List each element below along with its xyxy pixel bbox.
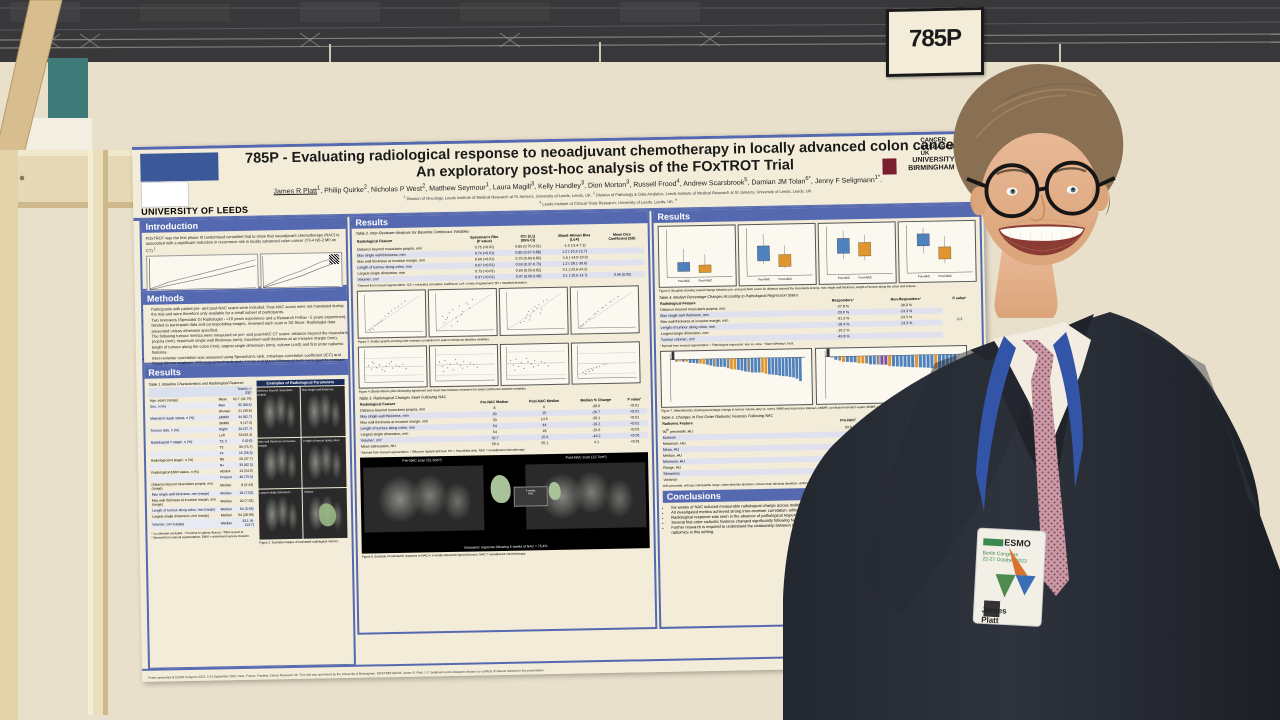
svg-text:ESMO: ESMO: [1004, 537, 1031, 548]
svg-text:Platt: Platt: [981, 615, 999, 625]
svg-text:James: James: [981, 605, 1007, 615]
